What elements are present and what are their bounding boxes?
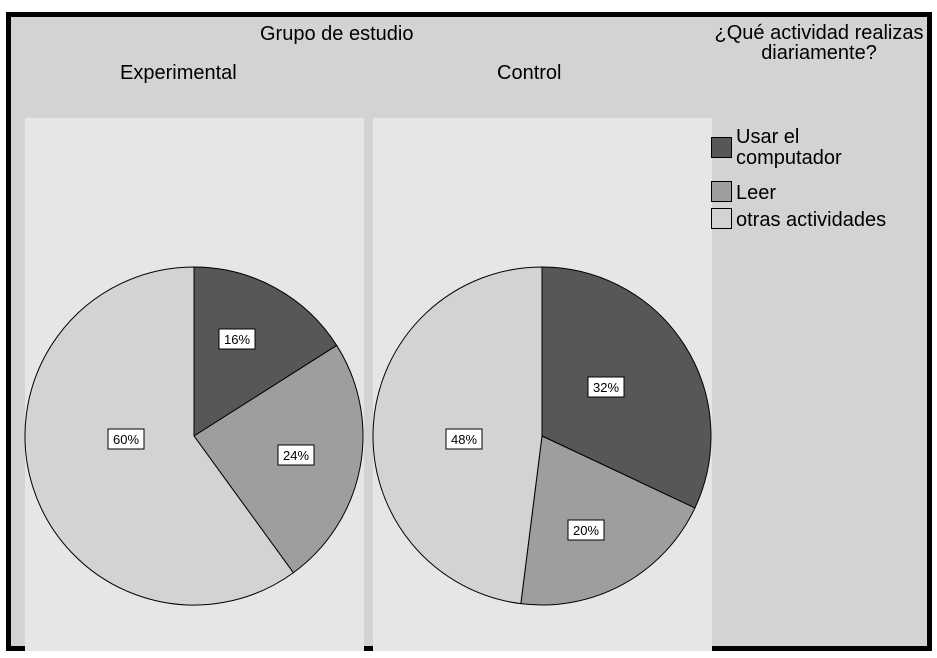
legend-swatch <box>711 208 732 229</box>
legend-label: otras actividades <box>736 210 886 231</box>
pie-control: 32% 20% 48% <box>373 267 711 605</box>
pct-label: 48% <box>451 432 477 447</box>
panel-title-control: Control <box>497 62 561 85</box>
pct-label: 20% <box>573 523 599 538</box>
panel-title-experimental: Experimental <box>120 62 237 85</box>
legend-swatch <box>711 137 732 158</box>
pct-label: 32% <box>593 380 619 395</box>
pct-label: 24% <box>283 448 309 463</box>
pct-label: 16% <box>224 332 250 347</box>
facet-group-title: Grupo de estudio <box>260 23 413 46</box>
legend-label: Usar el computador <box>736 127 906 169</box>
legend-title: ¿Qué actividad realizas diariamente? <box>712 23 926 63</box>
pie-experimental: 16% 24% 60% <box>25 267 363 605</box>
legend-label: Leer <box>736 183 776 204</box>
legend-swatch <box>711 181 732 202</box>
pct-label: 60% <box>113 432 139 447</box>
